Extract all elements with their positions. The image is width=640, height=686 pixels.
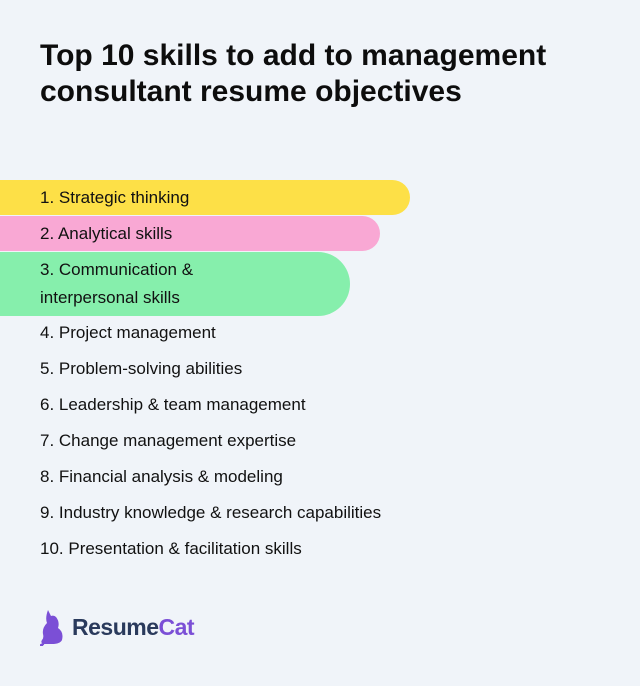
skill-item-2: 2. Analytical skills (0, 216, 380, 251)
skill-item-7: 7. Change management expertise (40, 431, 297, 450)
skill-item-6: 6. Leadership & team management (40, 395, 306, 414)
logo-text: ResumeCat (72, 613, 195, 640)
skill-item-3: 3. Communication & interpersonal skills (0, 252, 350, 316)
skill-item-8: 8. Financial analysis & modeling (40, 467, 283, 486)
skill-item-9: 9. Industry knowledge & research capabil… (40, 503, 382, 522)
resumecat-logo: ResumeCat (40, 608, 195, 646)
cat-icon (40, 610, 63, 646)
skill-item-5: 5. Problem-solving abilities (40, 359, 243, 378)
skill-item-10: 10. Presentation & facilitation skills (40, 539, 302, 558)
page-title: Top 10 skills to add to management consu… (40, 39, 547, 108)
skill-item-4: 4. Project management (40, 323, 216, 342)
skill-item-1: 1. Strategic thinking (0, 180, 410, 215)
